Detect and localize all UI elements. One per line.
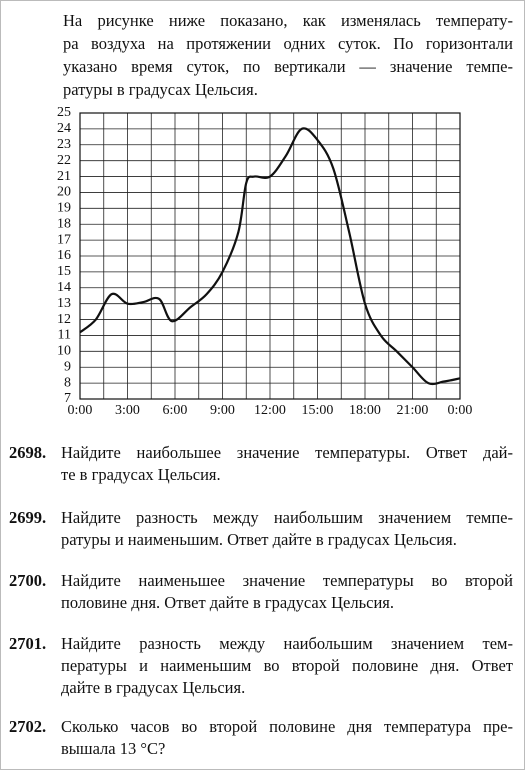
y-tick-label: 10: [57, 344, 71, 359]
y-tick-label: 18: [57, 216, 71, 231]
problem-number: 2700.: [9, 571, 47, 590]
problem-line: половине дня. Ответ дайте в градусах Цел…: [61, 593, 394, 612]
y-tick-label: 15: [57, 264, 71, 279]
problem-number: 2701.: [9, 634, 47, 653]
intro-line: На рисунке ниже показано, как изменялась…: [63, 11, 513, 30]
y-tick-label: 12: [57, 312, 71, 327]
y-tick-label: 19: [57, 201, 71, 216]
y-tick-label: 14: [57, 280, 71, 295]
y-tick-label: 11: [58, 328, 71, 343]
intro-line: ратуры в градусах Цельсия.: [63, 80, 258, 99]
problem-line: пературы и наименьшим во второй половине…: [61, 656, 513, 675]
problem-line: вышала 13 °C?: [61, 739, 166, 758]
x-tick-label: 18:00: [349, 403, 381, 418]
y-tick-label: 17: [57, 232, 71, 247]
problem-line: Сколько часов во второй половине дня тем…: [61, 717, 513, 736]
y-tick-label: 23: [57, 137, 71, 152]
y-tick-label: 8: [64, 375, 71, 390]
y-tick-label: 9: [64, 359, 71, 374]
problem-line: Найдите наибольшее значение температуры.…: [61, 443, 513, 462]
y-tick-label: 25: [57, 105, 71, 120]
problem-line: Найдите наименьшее значение температуры …: [61, 571, 513, 590]
x-tick-label: 15:00: [302, 403, 334, 418]
problem-line: дайте в градусах Цельсия.: [61, 678, 246, 697]
y-tick-label: 22: [57, 153, 71, 168]
problem-line: те в градусах Цельсия.: [61, 465, 221, 484]
intro-line: ра воздуха на протяжении одних суток. По…: [63, 34, 513, 53]
temperature-line: [79, 127, 461, 386]
y-tick-label: 16: [57, 248, 71, 263]
problem-line: ратуры и наименьшим. Ответ дайте в граду…: [61, 530, 457, 549]
problem-number: 2699.: [9, 508, 47, 527]
y-tick-label: 13: [57, 296, 71, 311]
x-tick-label: 3:00: [115, 403, 140, 418]
y-tick-label: 24: [57, 121, 71, 136]
x-tick-label: 21:00: [397, 403, 429, 418]
y-tick-label: 20: [57, 185, 71, 200]
x-tick-label: 12:00: [254, 403, 286, 418]
x-tick-label: 6:00: [163, 403, 188, 418]
x-tick-label: 0:00: [68, 403, 93, 418]
problem-line: Найдите разность между наибольшим значен…: [61, 508, 513, 527]
x-tick-label: 0:00: [448, 403, 473, 418]
plot-frame: [79, 112, 461, 400]
problem-line: Найдите разность между наибольшим значен…: [61, 634, 513, 653]
intro-line: указано время суток, по вертикали — знач…: [63, 57, 513, 76]
y-tick-label: 7: [64, 391, 71, 406]
x-tick-label: 9:00: [210, 403, 235, 418]
y-tick-label: 21: [57, 169, 71, 184]
problem-number: 2702.: [9, 717, 47, 736]
problem-number: 2698.: [9, 443, 47, 462]
